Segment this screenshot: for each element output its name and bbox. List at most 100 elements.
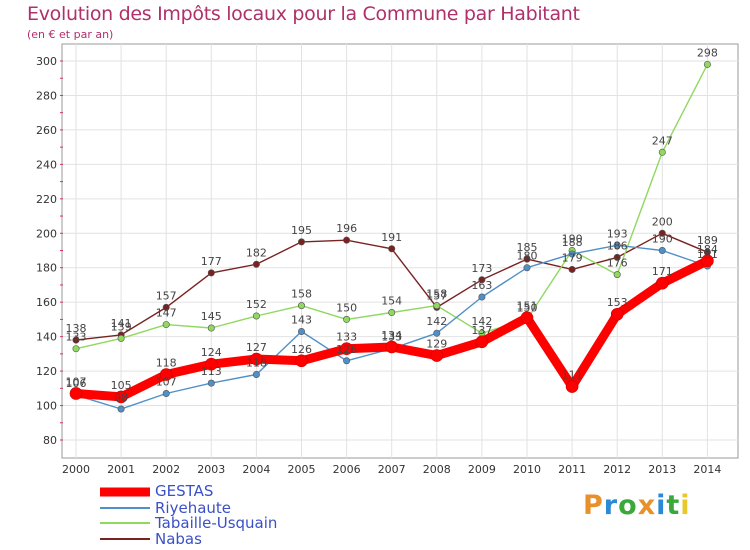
data-label-tabaille-usquain-2013: 247	[652, 134, 673, 147]
x-tick-label-2007: 2007	[378, 463, 406, 476]
data-point-riyehaute-2008	[433, 329, 441, 337]
data-point-riyehaute-2001	[117, 405, 125, 413]
data-label-nabas-2013: 200	[652, 215, 673, 228]
data-point-nabas-2000	[72, 336, 80, 344]
data-label-nabas-2000: 138	[66, 322, 87, 335]
data-label-nabas-2006: 196	[336, 222, 357, 235]
data-point-riyehaute-2013	[658, 247, 666, 255]
data-label-gestas-2002: 118	[156, 357, 177, 370]
data-label-tabaille-usquain-2001: 139	[111, 320, 132, 333]
data-point-tabaille-usquain-2001	[117, 334, 125, 342]
logo-letter: P	[583, 490, 604, 521]
x-tick-label-2004: 2004	[242, 463, 270, 476]
data-point-nabas-2005	[297, 238, 305, 246]
data-label-riyehaute-2013: 190	[652, 233, 673, 246]
y-tick-label-160: 160	[36, 296, 57, 309]
data-point-gestas-2002	[159, 368, 173, 381]
data-label-riyehaute-2010: 180	[517, 250, 538, 263]
legend-label-nabas: Nabas	[155, 530, 202, 548]
data-label-riyehaute-2005: 143	[291, 313, 312, 326]
y-tick-label-240: 240	[36, 158, 57, 171]
y-tick-label-100: 100	[36, 400, 57, 413]
data-label-riyehaute-2007: 133	[381, 331, 402, 344]
data-label-tabaille-usquain-2002: 147	[156, 307, 177, 320]
x-tick-label-2010: 2010	[513, 463, 541, 476]
data-point-gestas-2012	[610, 307, 624, 321]
x-tick-label-2000: 2000	[62, 463, 90, 476]
y-tick-label-120: 120	[36, 365, 57, 378]
data-point-nabas-2003	[207, 269, 215, 277]
data-label-tabaille-usquain-2007: 154	[381, 295, 402, 308]
y-tick-label-180: 180	[36, 262, 57, 275]
x-tick-label-2008: 2008	[423, 463, 451, 476]
data-point-riyehaute-2012	[613, 241, 621, 249]
data-label-nabas-2014: 189	[697, 234, 718, 247]
data-point-gestas-2010	[520, 311, 534, 324]
x-tick-label-2012: 2012	[603, 463, 631, 476]
data-point-nabas-2012	[613, 253, 621, 261]
data-point-gestas-2009	[475, 335, 489, 349]
data-point-riyehaute-2004	[252, 371, 260, 379]
data-label-gestas-2001: 105	[111, 379, 132, 392]
x-tick-label-2013: 2013	[648, 463, 676, 476]
data-point-riyehaute-2010	[523, 264, 531, 272]
data-point-riyehaute-2011	[568, 250, 576, 258]
data-point-gestas-2001	[114, 390, 128, 404]
legend-label-gestas: GESTAS	[155, 482, 214, 500]
data-label-tabaille-usquain-2004: 152	[246, 298, 267, 311]
data-label-nabas-2003: 177	[201, 255, 222, 268]
data-label-tabaille-usquain-2006: 150	[336, 301, 357, 314]
data-point-gestas-2006	[340, 342, 353, 355]
data-label-gestas-2003: 124	[201, 346, 222, 359]
data-label-gestas-2014: 184	[697, 243, 718, 256]
data-point-gestas-2007	[385, 340, 399, 354]
x-tick-label-2005: 2005	[288, 463, 316, 476]
data-label-nabas-2007: 191	[381, 231, 402, 244]
data-label-gestas-2008: 129	[426, 338, 447, 351]
data-point-riyehaute-2002	[162, 389, 170, 397]
data-point-nabas-2002	[162, 303, 170, 311]
data-point-nabas-2013	[658, 229, 666, 237]
data-point-tabaille-usquain-2006	[343, 315, 351, 323]
x-tick-label-2006: 2006	[333, 463, 361, 476]
logo-letter: i	[680, 490, 691, 521]
data-point-nabas-2009	[478, 276, 486, 284]
data-label-riyehaute-2001: 98	[114, 391, 128, 404]
data-point-riyehaute-2005	[297, 327, 305, 335]
data-label-tabaille-usquain-2012: 176	[607, 257, 628, 270]
data-label-riyehaute-2006: 126	[336, 343, 357, 356]
data-point-gestas-2011	[565, 380, 579, 393]
logo-letter: o	[618, 490, 638, 521]
data-label-tabaille-usquain-2000: 133	[66, 331, 87, 344]
data-label-tabaille-usquain-2008: 158	[426, 288, 447, 301]
data-label-riyehaute-2014: 181	[697, 248, 718, 261]
data-point-riyehaute-2009	[478, 293, 486, 301]
data-label-riyehaute-2004: 118	[246, 357, 267, 370]
data-label-gestas-2005: 126	[291, 343, 312, 356]
data-label-tabaille-usquain-2005: 158	[291, 288, 312, 301]
logo-letter: r	[603, 490, 619, 521]
data-label-nabas-2005: 195	[291, 224, 312, 237]
y-tick-label-140: 140	[36, 331, 57, 344]
data-label-nabas-2004: 182	[246, 246, 267, 259]
data-label-riyehaute-2003: 113	[201, 365, 222, 378]
data-label-gestas-2011: 111	[562, 369, 583, 382]
data-label-gestas-2006: 133	[336, 331, 357, 344]
data-point-tabaille-usquain-2000	[72, 345, 80, 353]
data-label-nabas-2002: 157	[156, 289, 177, 302]
data-label-tabaille-usquain-2009: 142	[471, 315, 492, 328]
y-tick-label-300: 300	[36, 55, 57, 68]
data-point-tabaille-usquain-2008	[433, 302, 441, 310]
data-point-gestas-2013	[655, 276, 669, 290]
data-label-gestas-2012: 153	[607, 296, 628, 309]
data-point-riyehaute-2006	[343, 357, 351, 365]
x-tick-label-2002: 2002	[152, 463, 180, 476]
data-point-riyehaute-2003	[207, 379, 215, 387]
x-tick-label-2014: 2014	[693, 463, 721, 476]
data-label-riyehaute-2011: 188	[562, 236, 583, 249]
data-point-gestas-2008	[430, 349, 444, 362]
y-tick-label-280: 280	[36, 89, 57, 102]
data-point-tabaille-usquain-2003	[207, 324, 215, 332]
data-label-nabas-2010: 185	[517, 241, 538, 254]
